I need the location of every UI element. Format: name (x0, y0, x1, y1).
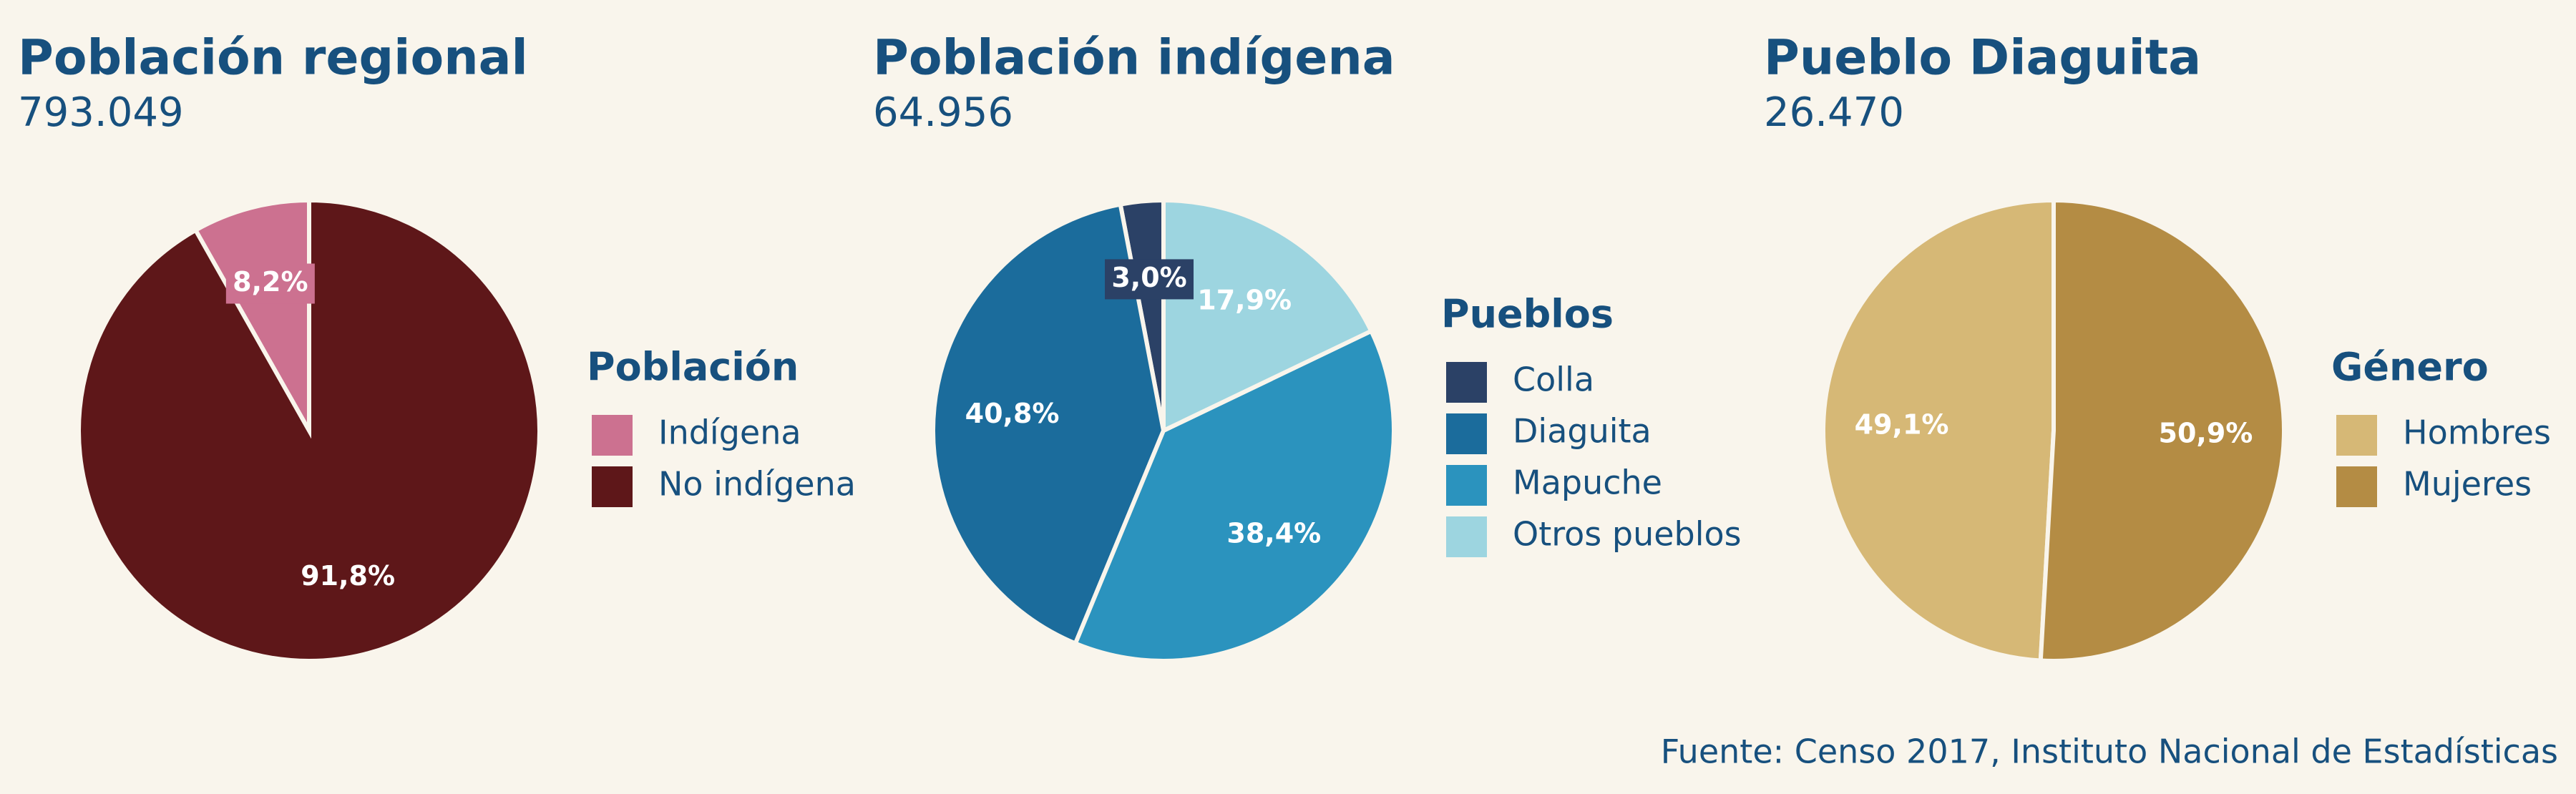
legend-item: Mujeres (2403, 465, 2532, 504)
legend-item: Diaguita (1513, 412, 1652, 451)
legend-title: Pueblos (1441, 292, 1614, 337)
legend-item: Otros pueblos (1513, 515, 1742, 554)
label-background (1105, 259, 1194, 300)
source: Fuente: Censo 2017, Instituto Nacional d… (1661, 732, 2558, 771)
legend-swatch (1446, 465, 1487, 506)
legend-swatch (1446, 362, 1487, 403)
value-label: 50,9% (2159, 418, 2253, 449)
legend-item: Hombres (2403, 413, 2551, 452)
chart-subtitle: 26.470 (1764, 89, 1904, 136)
pie-slice (77, 197, 542, 663)
chart-subtitle: 793.049 (18, 89, 184, 136)
value-label: 17,9% (1197, 285, 1292, 316)
legend-item: Mapuche (1513, 464, 1662, 502)
legend-title: Población (587, 345, 799, 390)
chart-title: Población regional (18, 30, 528, 87)
pie-slice (1161, 197, 1375, 434)
legend-title: Género (2331, 345, 2489, 390)
value-label: 38,4% (1226, 518, 1321, 549)
legend-swatch (592, 415, 633, 456)
pie-slice (2038, 197, 2286, 663)
pie-slice (1072, 328, 1396, 663)
value-label: 91,8% (301, 560, 395, 592)
legend-swatch (1446, 413, 1487, 454)
chart-title: Población indígena (873, 30, 1395, 87)
value-label: 49,1% (1855, 408, 1949, 440)
pie-slice (931, 202, 1166, 647)
legend-swatch (2336, 415, 2377, 456)
legend-swatch (2336, 466, 2377, 507)
legend-item: Colla (1513, 361, 1594, 399)
pie-slice (192, 197, 311, 439)
value-label: 3,0% (1111, 262, 1186, 293)
value-label: 8,2% (233, 266, 308, 298)
chart-title: Pueblo Diaguita (1764, 30, 2201, 87)
legend-swatch (592, 466, 633, 507)
legend-item: Indígena (658, 413, 801, 452)
pie-slice (1821, 197, 2056, 663)
label-background (225, 263, 315, 304)
legend-swatch (1446, 516, 1487, 557)
legend-item: No indígena (658, 465, 856, 504)
chart-subtitle: 64.956 (873, 89, 1013, 136)
value-label: 40,8% (965, 398, 1060, 429)
